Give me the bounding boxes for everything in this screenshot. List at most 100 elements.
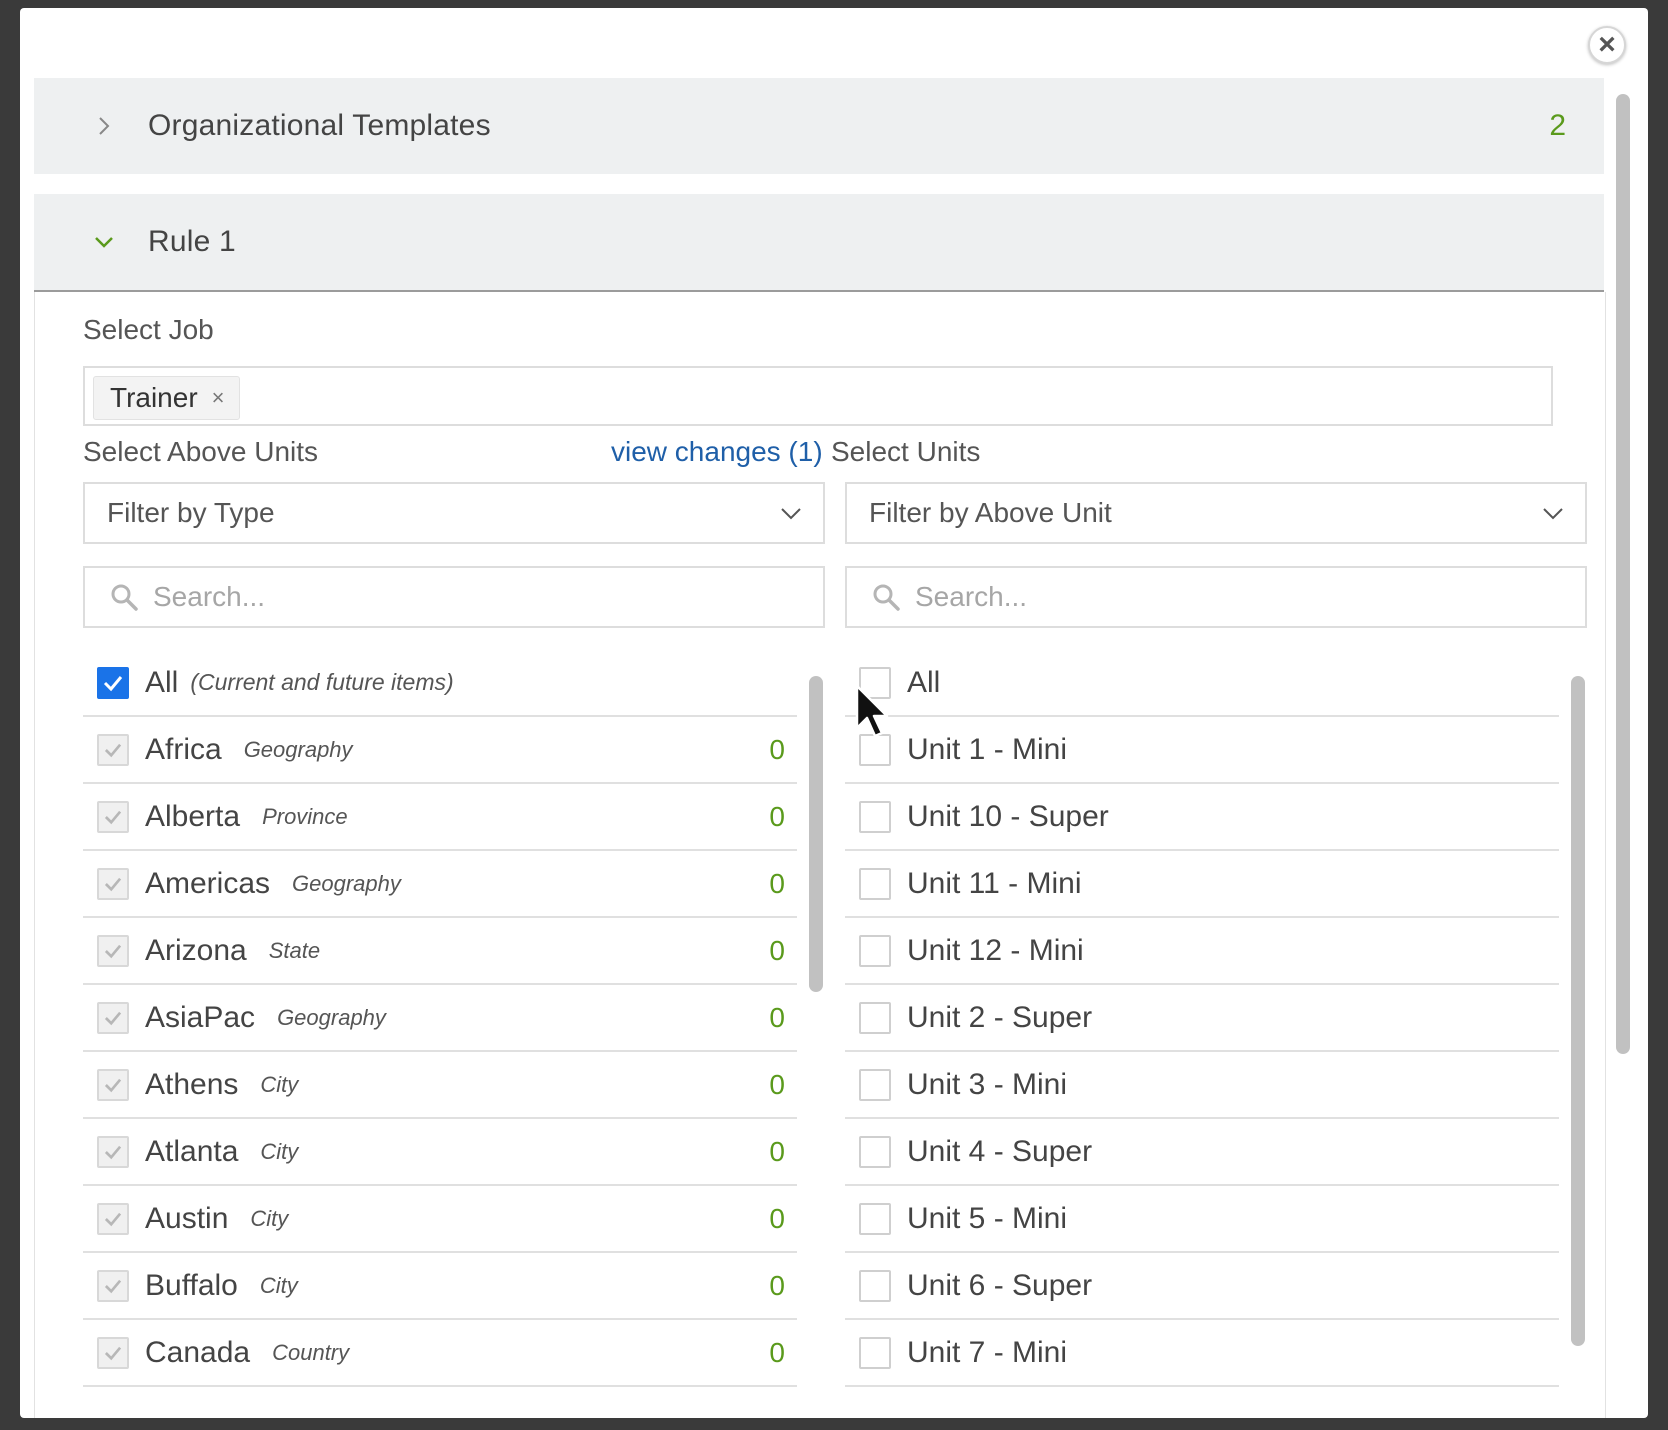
checkbox[interactable] [97,1202,129,1235]
close-button[interactable]: × [1588,26,1626,64]
list-item[interactable]: Alberta Province 0 [83,784,797,851]
list-item-count: 0 [769,1202,785,1234]
checkmark-icon [104,1011,122,1025]
list-item[interactable]: Austin City 0 [83,1186,797,1253]
list-item-all[interactable]: All (Current and future items) [83,650,797,717]
list-item-type: Geography [292,870,401,896]
list-item-label: Arizona [145,933,247,967]
list-item-type: Province [262,803,348,829]
checkbox[interactable] [97,1068,129,1101]
modal-scrollbar[interactable] [1612,86,1632,1418]
list-item-label: Austin [145,1201,229,1235]
list-item[interactable]: Buffalo City 0 [83,1253,797,1320]
list-item-label: Unit 4 - Super [907,1134,1093,1168]
list-item[interactable]: Unit 1 - Mini [845,717,1559,784]
accordion-title: Rule 1 [148,225,236,258]
list-item-type: City [259,1272,298,1298]
checkbox[interactable] [97,666,129,699]
checkbox[interactable] [97,1269,129,1302]
above-units-search-input[interactable] [151,580,746,614]
units-search [845,566,1587,628]
select-above-units-label: Select Above Units [83,436,319,467]
modal-dialog: × Organizational Templates 2 Rule 1 Sele… [20,8,1648,1418]
list-item[interactable]: Unit 4 - Super [845,1119,1559,1186]
list-item-type: Geography [277,1004,386,1030]
accordion-organizational-templates[interactable]: Organizational Templates 2 [34,78,1604,174]
checkbox[interactable] [859,800,891,833]
checkbox[interactable] [859,1001,891,1034]
list-item[interactable]: Americas Geography 0 [83,851,797,918]
units-scrollbar[interactable] [1571,676,1585,1346]
view-changes-link[interactable]: view changes (1) [611,436,823,467]
list-item-label: Buffalo [145,1268,238,1302]
filter-by-above-unit-value: Filter by Above Unit [869,497,1112,528]
checkbox[interactable] [97,867,129,900]
checkmark-icon [104,944,122,958]
filter-by-type-select[interactable]: Filter by Type [83,482,825,544]
checkbox[interactable] [97,1001,129,1034]
checkbox[interactable] [97,1336,129,1369]
list-item-label: Unit 3 - Mini [907,1067,1068,1101]
list-item[interactable]: Unit 3 - Mini [845,1052,1559,1119]
checkbox[interactable] [859,934,891,967]
filter-by-type-value: Filter by Type [107,497,275,528]
chevron-down-icon [92,230,116,254]
filter-by-above-unit-select[interactable]: Filter by Above Unit [845,482,1587,544]
list-item[interactable]: Unit 12 - Mini [845,918,1559,985]
checkbox[interactable] [97,1135,129,1168]
checkbox[interactable] [97,934,129,967]
checkbox[interactable] [859,1068,891,1101]
above-units-scrollbar[interactable] [809,676,823,992]
checkmark-icon [103,675,123,691]
checkmark-icon [104,1212,122,1226]
list-item-label: Unit 2 - Super [907,1000,1093,1034]
list-item[interactable]: AsiaPac Geography 0 [83,985,797,1052]
list-item-all[interactable]: All [845,650,1559,717]
list-item-label: Unit 1 - Mini [907,732,1068,766]
accordion-rule-1[interactable]: Rule 1 [34,194,1604,292]
list-item-label: Unit 6 - Super [907,1268,1093,1302]
chip-remove-icon[interactable]: × [211,385,225,410]
checkbox[interactable] [859,1135,891,1168]
list-item[interactable]: Unit 7 - Mini [845,1320,1559,1387]
select-units-label: Select Units [831,436,981,467]
list-item-count: 0 [769,1269,785,1301]
checkmark-icon [104,1078,122,1092]
checkbox[interactable] [859,1202,891,1235]
checkbox[interactable] [97,733,129,766]
list-item[interactable]: Athens City 0 [83,1052,797,1119]
list-item[interactable]: Canada Country 0 [83,1320,797,1387]
list-item-count: 0 [769,1068,785,1100]
list-item[interactable]: Atlanta City 0 [83,1119,797,1186]
list-item[interactable]: Africa Geography 0 [83,717,797,784]
list-item-count: 0 [769,867,785,899]
list-item[interactable]: Unit 2 - Super [845,985,1559,1052]
checkbox[interactable] [859,1269,891,1302]
checkmark-icon [104,877,122,891]
units-search-input[interactable] [913,580,1508,614]
checkmark-icon [104,1346,122,1360]
list-item-count: 0 [769,1001,785,1033]
above-units-list: All (Current and future items) Africa Geo… [83,650,797,1387]
list-item-type: City [250,1205,289,1231]
list-item[interactable]: Unit 11 - Mini [845,851,1559,918]
accordion-title: Organizational Templates [148,109,491,142]
select-job-field[interactable]: Trainer × [83,366,1553,426]
checkmark-icon [104,810,122,824]
list-item[interactable]: Arizona State 0 [83,918,797,985]
list-item-label: All [145,665,179,699]
list-item-type: Country [272,1339,350,1365]
checkmark-icon [104,743,122,757]
checkbox[interactable] [97,800,129,833]
list-item[interactable]: Unit 5 - Mini [845,1186,1559,1253]
close-icon: × [1598,28,1616,61]
list-item[interactable]: Unit 10 - Super [845,784,1559,851]
list-item-label: AsiaPac [145,1000,256,1034]
checkbox[interactable] [859,1336,891,1369]
list-item-label: Unit 10 - Super [907,799,1109,833]
modal-scrollbar-thumb[interactable] [1616,94,1630,1054]
search-icon [111,584,138,611]
list-item[interactable]: Unit 6 - Super [845,1253,1559,1320]
checkbox[interactable] [859,867,891,900]
units-list: All Unit 1 - Mini Unit 10 - Super Unit 11 … [845,650,1559,1387]
